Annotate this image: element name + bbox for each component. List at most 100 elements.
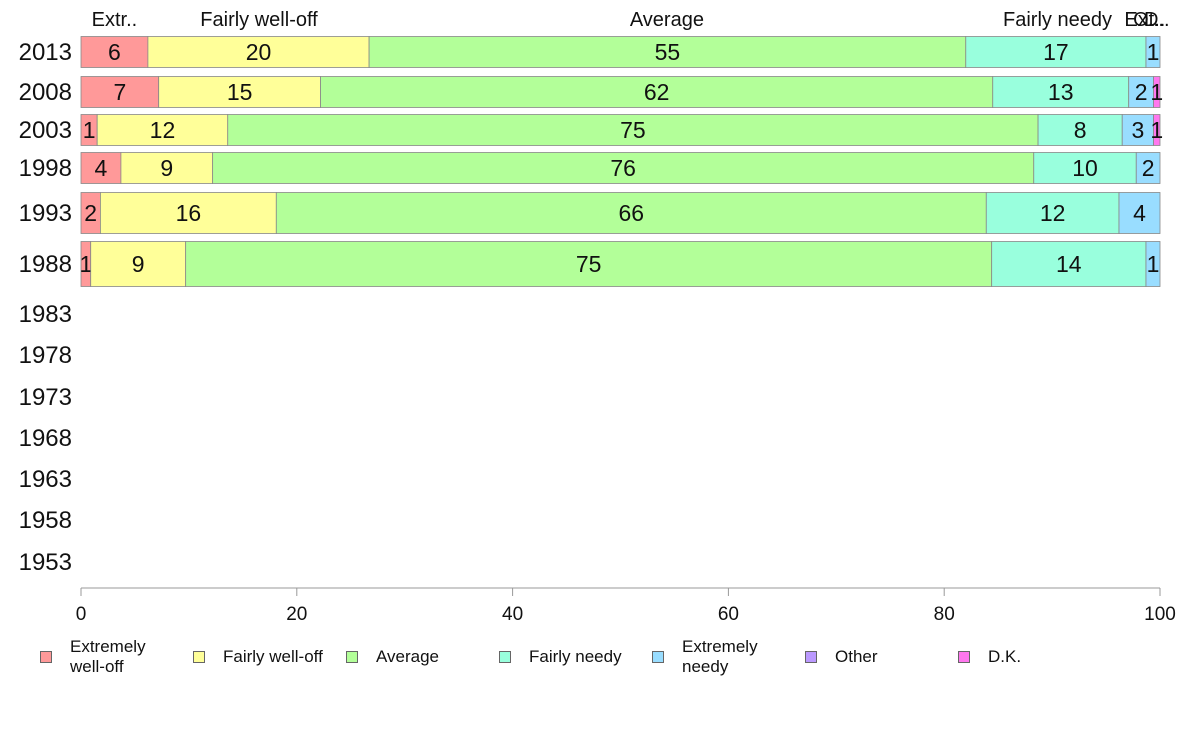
y-tick-label: 1953 xyxy=(19,549,72,576)
data-label: 62 xyxy=(644,79,670,105)
data-label: 76 xyxy=(610,155,636,181)
legend-label: Fairly well-off xyxy=(223,647,323,666)
bar-segment xyxy=(80,76,160,108)
legend-swatch xyxy=(40,651,52,663)
x-tick-label: 0 xyxy=(76,604,87,625)
y-tick-label: 1958 xyxy=(19,507,72,534)
data-label: 9 xyxy=(132,251,145,277)
bar-segment xyxy=(965,36,1147,68)
data-label: 10 xyxy=(1072,155,1098,181)
bar-segment xyxy=(80,36,149,68)
segment-header: D.. xyxy=(1144,9,1170,31)
chart-legend: Extremely well-off Fairly well-off Average… xyxy=(0,632,1188,692)
legend-swatch xyxy=(805,651,817,663)
data-label: 1 xyxy=(79,251,92,277)
bar-segment xyxy=(1145,36,1161,68)
x-tick-label: 60 xyxy=(718,604,739,625)
bar-segment xyxy=(275,192,987,234)
bar-segment xyxy=(1118,192,1161,234)
data-label: 14 xyxy=(1056,251,1082,277)
data-label: 9 xyxy=(160,155,173,181)
bar-segment xyxy=(1145,241,1161,287)
bar-segment xyxy=(158,76,321,108)
bar-segment xyxy=(96,114,229,146)
legend-swatch xyxy=(958,651,970,663)
legend-swatch xyxy=(346,651,358,663)
segment-header: Ex.. xyxy=(1124,9,1158,31)
bar-segment xyxy=(1153,76,1161,108)
data-label: 20 xyxy=(246,39,272,65)
data-label: 8 xyxy=(1074,117,1087,143)
data-label: 4 xyxy=(95,155,108,181)
x-tick-label: 20 xyxy=(286,604,307,625)
segment-header: Extr.. xyxy=(92,9,138,31)
chart-svg: 2013200820031998199319881983197819731968… xyxy=(19,9,1176,625)
legend-swatch xyxy=(652,651,664,663)
data-label: 15 xyxy=(227,79,253,105)
bar-segment xyxy=(212,152,1035,184)
data-label: 13 xyxy=(1048,79,1074,105)
x-tick-label: 100 xyxy=(1144,604,1176,625)
y-tick-label: 1978 xyxy=(19,342,72,369)
segment-header: Fairly needy xyxy=(1003,9,1112,31)
bar-segment xyxy=(991,241,1147,287)
legend-label: Extremely needy xyxy=(682,637,758,676)
bar-segment xyxy=(80,152,122,184)
y-tick-label: 1963 xyxy=(19,466,72,493)
y-tick-label: 1993 xyxy=(19,200,72,227)
bar-segment xyxy=(320,76,994,108)
data-label: 1 xyxy=(1150,117,1163,143)
bar-segment xyxy=(985,192,1120,234)
data-label: 3 xyxy=(1131,117,1144,143)
bar-segment xyxy=(1153,114,1161,146)
bar-segment xyxy=(227,114,1039,146)
data-label: 16 xyxy=(176,200,202,226)
y-tick-label: 1973 xyxy=(19,384,72,411)
bar-segment xyxy=(90,241,187,287)
bar-segment xyxy=(992,76,1130,108)
legend-label: Average xyxy=(376,647,440,666)
y-tick-label: 2003 xyxy=(19,117,72,144)
legend-label: Fairly needy xyxy=(529,647,622,666)
data-label: 75 xyxy=(576,251,602,277)
data-label: 17 xyxy=(1043,39,1069,65)
legend-label: Other xyxy=(835,647,878,666)
segment-header: Fairly well-off xyxy=(200,9,318,31)
y-tick-label: 1998 xyxy=(19,155,72,182)
y-tick-label: 1968 xyxy=(19,425,72,452)
data-label: 12 xyxy=(150,117,176,143)
bar-segment xyxy=(100,192,277,234)
legend-swatch xyxy=(499,651,511,663)
data-label: 2 xyxy=(1142,155,1155,181)
data-label: 4 xyxy=(1133,200,1146,226)
data-label: 2 xyxy=(84,200,97,226)
y-tick-label: 2013 xyxy=(19,39,72,66)
data-label: 1 xyxy=(1150,79,1163,105)
data-label: 7 xyxy=(113,79,126,105)
data-label: 75 xyxy=(620,117,646,143)
bar-segment xyxy=(1135,152,1161,184)
legend-swatch xyxy=(193,651,205,663)
y-tick-label: 1983 xyxy=(19,301,72,328)
y-tick-label: 2008 xyxy=(19,79,72,106)
legend-label: Extremely well-off xyxy=(70,637,146,676)
segment-header: Average xyxy=(630,9,704,31)
legend-label: D.K. xyxy=(988,647,1022,666)
data-label: 66 xyxy=(618,200,644,226)
bar-segment xyxy=(1033,152,1137,184)
bar-segment xyxy=(185,241,993,287)
bar-segment xyxy=(1037,114,1123,146)
data-label: 1 xyxy=(83,117,96,143)
bar-segment xyxy=(368,36,967,68)
data-label: 55 xyxy=(655,39,681,65)
x-tick-label: 80 xyxy=(934,604,955,625)
segment-header: Ot.. xyxy=(1133,9,1165,31)
bar-segment xyxy=(120,152,214,184)
data-label: 6 xyxy=(108,39,121,65)
data-label: 12 xyxy=(1040,200,1066,226)
data-label: 2 xyxy=(1135,79,1148,105)
y-tick-label: 1988 xyxy=(19,251,72,278)
bar-segment xyxy=(147,36,370,68)
bar-segment xyxy=(1128,76,1154,108)
